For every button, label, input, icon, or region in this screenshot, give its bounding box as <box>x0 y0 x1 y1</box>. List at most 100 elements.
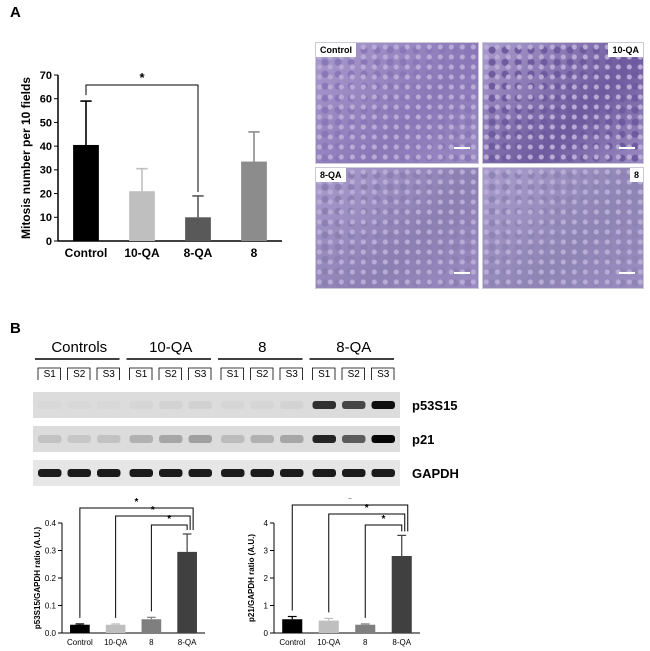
blot-band <box>159 435 183 443</box>
y-tick-label: 2 <box>264 574 269 583</box>
x-tick-label: 8-QA <box>392 638 411 647</box>
significance-bracket <box>85 84 199 192</box>
p21-ratio-chart: 0 1 2 3 4 p21/GAPDH ratio (A.U.) Control 10-QA 8… <box>247 498 420 647</box>
panel-b-label: B <box>10 320 21 337</box>
blot-band <box>67 469 91 477</box>
y-tick-label: 10 <box>40 212 52 224</box>
lane-label: S1 <box>227 369 240 380</box>
x-tick-label: 10-QA <box>124 246 160 260</box>
blot-band <box>342 401 366 409</box>
lane-label: S1 <box>44 369 57 380</box>
blot-band <box>159 469 183 477</box>
significance-bracket <box>115 515 191 618</box>
scale-bar <box>454 272 470 274</box>
blot-band <box>129 469 153 477</box>
lane-label: S3 <box>286 369 299 380</box>
blot-group-label: 8 <box>258 339 266 356</box>
blot-strip <box>33 460 400 486</box>
x-tick-label: 8-QA <box>178 638 197 647</box>
lane-bracket <box>220 367 244 380</box>
blot-band <box>312 469 336 477</box>
significance-star: * <box>365 503 369 514</box>
blot-band <box>280 401 304 409</box>
y-axis-label: p53S15/GAPDH ratio (A.U.) <box>33 527 42 630</box>
micrograph: Control <box>315 42 479 164</box>
lane-label: S3 <box>194 369 207 380</box>
blot-band <box>250 435 274 443</box>
lane-label: S3 <box>103 369 116 380</box>
bar <box>105 624 126 633</box>
western-blot: Controls S1 S2 S3 10-QA S1 S2 S3 8 S1 S2 S3 8-QA S1 S2… <box>33 339 459 486</box>
micrograph-label: Control <box>316 43 356 57</box>
blot-band <box>280 469 304 477</box>
lane-label: S3 <box>377 369 390 380</box>
lane-label: S2 <box>165 369 178 380</box>
lane-bracket <box>67 367 91 380</box>
bar <box>141 619 162 633</box>
significance-bracket <box>328 513 406 613</box>
y-tick-label: 20 <box>40 188 52 200</box>
lane-label: S2 <box>73 369 86 380</box>
blot-band <box>188 401 212 409</box>
blot-band <box>312 435 336 443</box>
lane-bracket <box>279 367 303 380</box>
blot-band <box>342 435 366 443</box>
scale-bar <box>619 272 635 274</box>
mitosis-chart: 0 10 20 30 40 50 60 70 Mitosis number per 10 fie… <box>19 70 282 260</box>
lane-label: S2 <box>256 369 269 380</box>
x-tick-label: 8 <box>363 638 368 647</box>
bar <box>177 551 197 633</box>
y-tick-label: 0.4 <box>45 519 57 528</box>
y-tick-label: 0.2 <box>45 574 57 583</box>
bar <box>185 217 211 241</box>
bar <box>241 161 267 241</box>
blot-row-label: GAPDH <box>412 466 459 481</box>
y-tick-label: 0.0 <box>45 629 57 638</box>
blot-band <box>280 435 304 443</box>
x-tick-label: Control <box>65 246 108 260</box>
blot-band <box>38 435 62 443</box>
blot-band <box>312 401 336 409</box>
x-tick-label: Control <box>67 638 93 647</box>
micrograph-label: 8-QA <box>316 168 346 182</box>
micrograph-label: 8 <box>629 168 643 182</box>
blot-band <box>97 469 121 477</box>
significance-star: * <box>348 498 352 505</box>
lane-bracket <box>371 367 395 380</box>
bar <box>73 144 99 241</box>
x-tick-label: 10-QA <box>104 638 128 647</box>
lane-bracket <box>37 367 61 380</box>
significance-star: * <box>139 70 145 85</box>
y-axis-label: Mitosis number per 10 fields <box>19 77 33 239</box>
blot-band <box>342 469 366 477</box>
y-tick-label: 70 <box>40 70 52 82</box>
significance-bracket <box>150 524 188 612</box>
blot-band <box>67 401 91 409</box>
lane-bracket <box>312 367 336 380</box>
bar <box>282 619 303 633</box>
y-tick-label: 0 <box>46 236 52 248</box>
blot-band <box>221 401 245 409</box>
blot-band <box>159 401 183 409</box>
micrograph: 8 <box>482 167 644 289</box>
lane-bracket <box>250 367 274 380</box>
x-tick-label: 8 <box>251 246 258 260</box>
y-tick-label: 1 <box>264 601 269 610</box>
significance-star: * <box>151 505 155 516</box>
lane-bracket <box>129 367 153 380</box>
y-tick-label: 0 <box>264 629 269 638</box>
lane-bracket <box>158 367 182 380</box>
blot-strip <box>33 392 400 418</box>
y-tick-label: 0.1 <box>45 601 57 610</box>
y-axis-label: p21/GAPDH ratio (A.U.) <box>247 534 256 622</box>
y-tick-label: 3 <box>264 546 269 555</box>
bar <box>129 191 155 241</box>
blot-band <box>188 469 212 477</box>
blot-band <box>221 435 245 443</box>
blot-band <box>38 469 62 477</box>
y-tick-label: 60 <box>40 94 52 106</box>
blot-band <box>129 401 153 409</box>
lane-bracket <box>188 367 212 380</box>
lane-label: S1 <box>135 369 148 380</box>
